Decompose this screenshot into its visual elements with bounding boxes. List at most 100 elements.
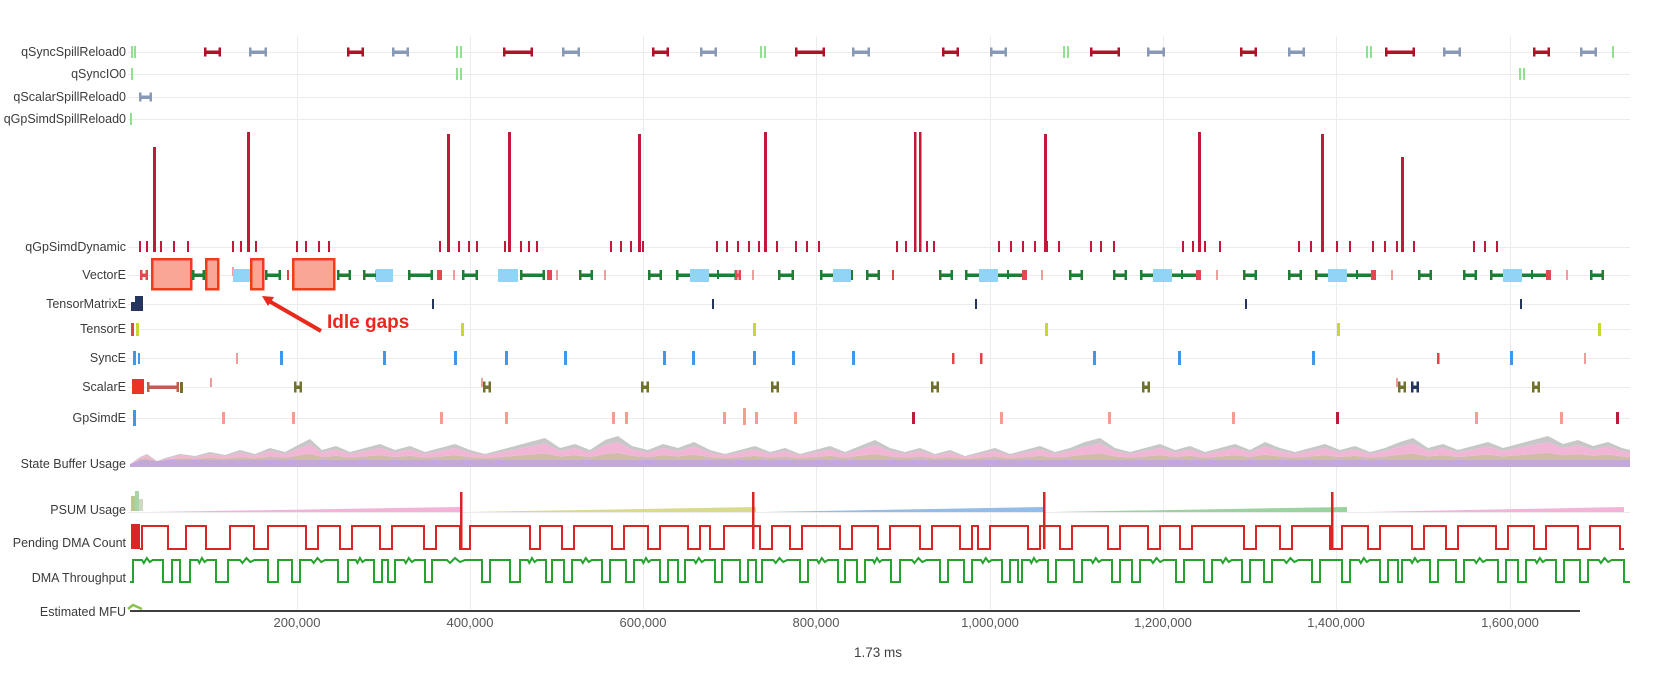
trace-event-cap[interactable]	[1458, 47, 1462, 57]
trace-event[interactable]	[520, 241, 522, 252]
trace-event[interactable]	[1100, 241, 1102, 252]
trace-event[interactable]	[247, 132, 250, 252]
trace-event[interactable]	[604, 270, 606, 280]
trace-event-cap[interactable]	[1416, 381, 1420, 393]
trace-event[interactable]	[892, 270, 894, 280]
trace-event[interactable]	[690, 269, 709, 282]
trace-event[interactable]	[1000, 412, 1003, 424]
trace-event[interactable]	[134, 46, 136, 58]
trace-event-cap[interactable]	[437, 270, 440, 280]
trace-event[interactable]	[1336, 241, 1338, 252]
trace-event[interactable]	[652, 50, 669, 54]
trace-event-cap[interactable]	[475, 270, 479, 280]
trace-event[interactable]	[520, 273, 545, 277]
trace-event[interactable]	[990, 50, 1007, 54]
trace-event[interactable]	[975, 299, 977, 309]
trace-event[interactable]	[1372, 241, 1374, 252]
trace-event[interactable]	[255, 241, 257, 252]
trace-event-cap[interactable]	[1411, 381, 1414, 393]
trace-event[interactable]	[1418, 273, 1432, 277]
trace-event[interactable]	[453, 270, 455, 280]
trace-event-cap[interactable]	[1080, 270, 1084, 280]
trace-event[interactable]	[1413, 241, 1415, 252]
trace-event[interactable]	[630, 241, 632, 252]
trace-event[interactable]	[1560, 412, 1563, 424]
trace-event-cap[interactable]	[795, 47, 798, 57]
trace-event-cap[interactable]	[942, 47, 945, 57]
trace-event-cap[interactable]	[641, 381, 644, 393]
trace-event[interactable]	[130, 113, 132, 125]
trace-event[interactable]	[139, 241, 141, 252]
trace-event[interactable]	[1396, 378, 1398, 387]
trace-event-cap[interactable]	[776, 381, 780, 393]
trace-event[interactable]	[1067, 46, 1069, 58]
trace-event[interactable]	[794, 412, 797, 424]
trace-event[interactable]	[933, 241, 935, 252]
trace-event[interactable]	[305, 241, 307, 252]
trace-event[interactable]	[1113, 273, 1127, 277]
trace-event-cap[interactable]	[1601, 270, 1605, 280]
trace-event[interactable]	[712, 299, 714, 309]
trace-event-cap[interactable]	[1463, 270, 1466, 280]
trace-event-cap[interactable]	[1288, 47, 1291, 57]
trace-event-cap[interactable]	[1429, 270, 1433, 280]
trace-event-cap[interactable]	[1069, 270, 1072, 280]
trace-event[interactable]	[926, 241, 928, 252]
trace-event[interactable]	[265, 273, 281, 277]
trace-event-cap[interactable]	[1240, 47, 1243, 57]
trace-event-cap[interactable]	[549, 270, 553, 280]
trace-event-cap[interactable]	[1403, 381, 1407, 393]
trace-event[interactable]	[1532, 385, 1540, 389]
trace-event-cap[interactable]	[192, 270, 195, 280]
trace-event[interactable]	[204, 50, 221, 54]
trace-event[interactable]	[146, 241, 148, 252]
trace-event[interactable]	[896, 241, 898, 252]
trace-event[interactable]	[939, 273, 953, 277]
trace-event[interactable]	[1584, 353, 1586, 364]
trace-event-cap[interactable]	[1162, 47, 1166, 57]
trace-event-cap[interactable]	[1590, 270, 1593, 280]
trace-event[interactable]	[764, 46, 766, 58]
trace-event-cap[interactable]	[204, 47, 207, 57]
trace-event-cap[interactable]	[1299, 270, 1303, 280]
trace-event[interactable]	[173, 241, 175, 252]
trace-event-cap[interactable]	[1140, 270, 1143, 280]
trace-event[interactable]	[1533, 50, 1550, 54]
trace-event[interactable]	[462, 273, 478, 277]
trace-event-cap[interactable]	[950, 270, 954, 280]
trace-event[interactable]	[439, 241, 441, 252]
trace-event[interactable]	[735, 273, 741, 277]
trace-event-cap[interactable]	[1302, 47, 1306, 57]
trace-event[interactable]	[131, 68, 133, 80]
trace-event-cap[interactable]	[278, 270, 282, 280]
trace-event[interactable]	[1181, 270, 1183, 279]
trace-event-cap[interactable]	[439, 270, 443, 280]
trace-event-cap[interactable]	[562, 47, 565, 57]
trace-event-cap[interactable]	[1254, 47, 1258, 57]
trace-event[interactable]	[1473, 241, 1475, 252]
trace-event[interactable]	[468, 241, 470, 252]
trace-event[interactable]	[249, 50, 267, 54]
trace-event-cap[interactable]	[1254, 270, 1258, 280]
trace-event[interactable]	[758, 241, 760, 252]
trace-event-cap[interactable]	[778, 270, 781, 280]
trace-event[interactable]	[1366, 46, 1368, 58]
trace-event[interactable]	[1219, 241, 1221, 252]
trace-event[interactable]	[192, 273, 205, 277]
trace-event[interactable]	[481, 378, 483, 387]
trace-event[interactable]	[1240, 50, 1257, 54]
trace-event-cap[interactable]	[406, 47, 410, 57]
trace-event-cap[interactable]	[1533, 47, 1536, 57]
trace-event-cap[interactable]	[483, 381, 486, 393]
trace-event-cap[interactable]	[1546, 270, 1549, 280]
trace-event[interactable]	[147, 385, 179, 389]
trace-event-cap[interactable]	[1547, 47, 1551, 57]
idle-gap-highlight-box[interactable]	[204, 257, 220, 291]
trace-event[interactable]	[1328, 269, 1347, 282]
trace-event[interactable]	[1349, 241, 1351, 252]
trace-event-cap[interactable]	[542, 270, 546, 280]
trace-event-cap[interactable]	[1398, 381, 1401, 393]
trace-event[interactable]	[1034, 241, 1036, 252]
trace-event[interactable]	[440, 412, 443, 424]
trace-event[interactable]	[752, 270, 754, 280]
